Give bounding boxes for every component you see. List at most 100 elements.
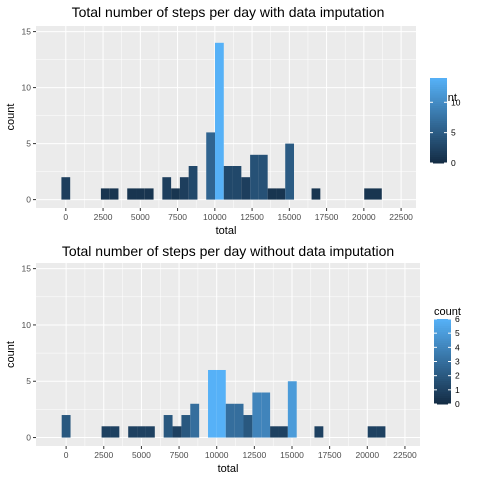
colorbar-segment xyxy=(434,361,451,365)
histogram-bar xyxy=(376,426,386,438)
colorbar-segment xyxy=(430,84,447,87)
x-axis-title: total xyxy=(218,463,239,475)
y-tick-label: 10 xyxy=(22,320,32,330)
colorbar-segment xyxy=(430,160,447,164)
colorbar-segment xyxy=(430,137,447,141)
legend: count 0 1 2 3 4 5 6 xyxy=(434,306,461,409)
colorbar-segment xyxy=(434,370,451,373)
colorbar-segment xyxy=(434,378,451,382)
histogram-bar xyxy=(225,403,235,438)
colorbar-segment xyxy=(430,143,447,147)
colorbar-segment xyxy=(430,156,447,160)
colorbar-segment xyxy=(430,105,447,109)
histogram-bar xyxy=(162,177,172,200)
colorbar-segment xyxy=(430,82,447,85)
colorbar-segment xyxy=(434,321,451,324)
colorbar-segment xyxy=(434,346,451,350)
x-tick-label: 10000 xyxy=(203,212,227,222)
histogram-bar xyxy=(136,188,145,200)
colorbar-segment xyxy=(434,365,451,369)
colorbar-segment xyxy=(434,374,451,377)
colorbar-segment xyxy=(434,401,451,405)
x-tick-label: 17500 xyxy=(318,450,342,460)
colorbar-segment xyxy=(430,101,447,104)
colorbar-segment xyxy=(434,384,451,388)
colorbar-segment xyxy=(430,120,447,124)
y-tick-label: 5 xyxy=(26,376,31,386)
x-tick-label: 0 xyxy=(63,212,68,222)
x-tick-label: 5000 xyxy=(131,212,150,222)
colorbar-segment xyxy=(434,397,451,401)
colorbar-segment xyxy=(430,114,447,117)
colorbar-segment xyxy=(430,86,447,90)
y-tick-label: 15 xyxy=(22,27,32,37)
x-tick-label: 12500 xyxy=(240,212,264,222)
legend-tick-label: 0 xyxy=(455,399,460,409)
legend-tick-label: 10 xyxy=(451,97,461,107)
histogram-bar xyxy=(181,415,191,438)
histogram-bar xyxy=(278,426,288,438)
histogram-bar xyxy=(109,188,119,200)
chart-title: Total number of steps per day without da… xyxy=(62,243,394,259)
histogram-bar xyxy=(145,426,155,438)
colorbar-segment xyxy=(430,150,447,153)
histogram-bar xyxy=(311,188,321,200)
chart-1: Total number of steps per day with data … xyxy=(5,4,461,237)
histogram-bar xyxy=(127,188,137,200)
x-tick-label: 2500 xyxy=(94,212,113,222)
colorbar-segment xyxy=(430,88,447,92)
colorbar-segment xyxy=(434,323,451,326)
colorbar-segment xyxy=(434,342,451,345)
x-axis-title: total xyxy=(216,225,237,237)
colorbar-segment xyxy=(430,141,447,145)
legend-tick-label: 3 xyxy=(455,357,460,367)
colorbar-segment xyxy=(430,99,447,102)
colorbar-segment xyxy=(434,357,451,360)
y-tick-label: 0 xyxy=(26,433,31,443)
histogram-bar xyxy=(234,403,244,438)
histogram-bar xyxy=(190,403,200,438)
colorbar-segment xyxy=(430,135,447,138)
colorbar-segment xyxy=(434,372,451,375)
histogram-bar xyxy=(215,42,224,200)
y-axis-title: count xyxy=(5,104,17,131)
colorbar-segment xyxy=(434,359,451,362)
colorbar-segment xyxy=(434,380,451,384)
colorbar-segment xyxy=(430,80,447,83)
histogram-bar xyxy=(267,188,277,200)
colorbar-segment xyxy=(430,95,447,98)
colorbar-segment xyxy=(434,319,451,322)
x-tick-label: 7500 xyxy=(170,450,189,460)
histogram-bar xyxy=(179,177,189,200)
x-tick-label: 20000 xyxy=(355,450,379,460)
colorbar-segment xyxy=(434,348,451,352)
x-tick-label: 7500 xyxy=(168,212,187,222)
legend-tick-label: 5 xyxy=(455,328,460,338)
colorbar-segment xyxy=(430,78,447,81)
histogram-bar xyxy=(223,166,233,200)
colorbar-segment xyxy=(434,344,451,348)
histogram-bar xyxy=(232,166,242,200)
histogram-bar xyxy=(261,392,271,438)
colorbar-segment xyxy=(434,363,451,367)
x-tick-label: 2500 xyxy=(94,450,113,460)
colorbar-segment xyxy=(434,338,451,341)
histogram-bar xyxy=(258,154,268,200)
colorbar-segment xyxy=(434,331,451,335)
colorbar-segment xyxy=(430,158,447,162)
chart-2: Total number of steps per day without da… xyxy=(5,243,461,475)
histogram-bar xyxy=(100,188,110,200)
histogram-bar xyxy=(216,369,226,438)
histogram-bar xyxy=(373,188,382,200)
colorbar-segment xyxy=(434,350,451,354)
chart-title: Total number of steps per day with data … xyxy=(72,4,385,20)
x-tick-label: 15000 xyxy=(278,212,302,222)
x-tick-label: 0 xyxy=(64,450,69,460)
colorbar-segment xyxy=(434,376,451,379)
y-tick-label: 0 xyxy=(26,195,31,205)
colorbar-segment xyxy=(430,122,447,126)
colorbar-segment xyxy=(434,389,451,392)
colorbar-segment xyxy=(430,103,447,107)
